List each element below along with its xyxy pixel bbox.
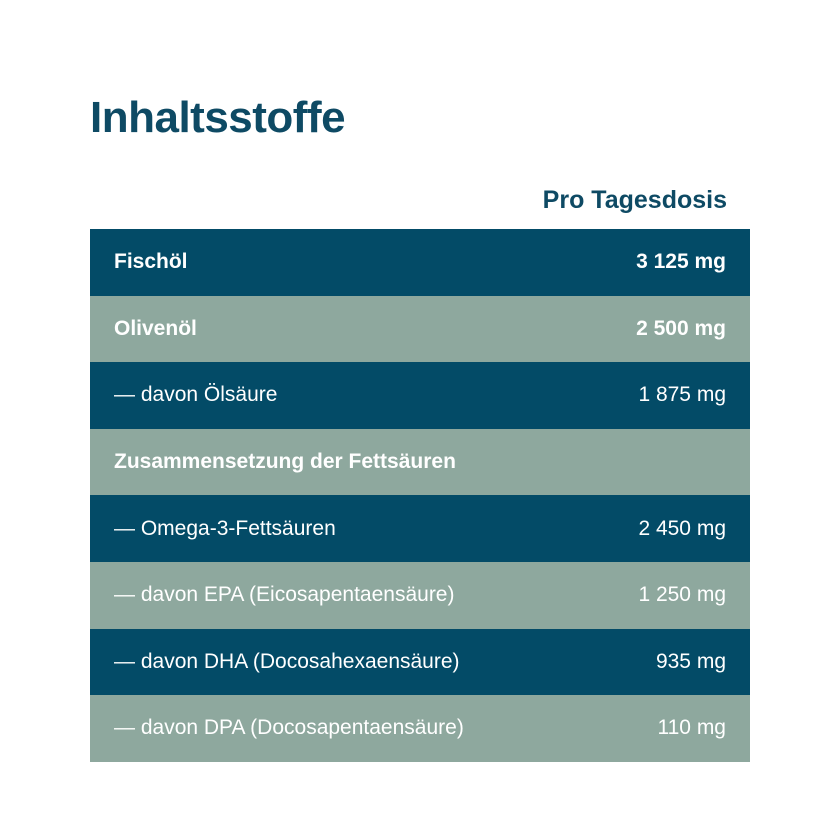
row-value: 1 250 mg	[638, 583, 726, 607]
ingredients-table: Fischöl 3 125 mg Olivenöl 2 500 mg — dav…	[90, 229, 750, 762]
table-row-dha: — davon DHA (Docosahexaensäure) 935 mg	[90, 628, 750, 696]
table-row-olivenoel: Olivenöl 2 500 mg	[90, 295, 750, 363]
row-label: — Omega-3-Fettsäuren	[114, 516, 336, 540]
table-row-fettsaeuren-section: Zusammensetzung der Fettsäuren	[90, 428, 750, 496]
row-label: — davon Ölsäure	[114, 383, 278, 407]
row-value: 1 875 mg	[638, 383, 726, 407]
table-row-epa: — davon EPA (Eicosapentaensäure) 1 250 m…	[90, 561, 750, 629]
row-value: 110 mg	[657, 716, 727, 740]
row-label: Olivenöl	[114, 316, 197, 340]
row-value: 935 mg	[655, 649, 726, 673]
table-row-dpa: — davon DPA (Docosapentaensäure) 110 mg	[90, 695, 750, 762]
row-label: — davon DPA (Docosapentaensäure)	[114, 716, 464, 740]
column-header-per-daily-dose: Pro Tagesdosis	[542, 186, 727, 214]
row-value: 2 450 mg	[638, 516, 726, 540]
page-title: Inhaltsstoffe	[90, 93, 346, 142]
row-label: — davon DHA (Docosahexaensäure)	[114, 649, 460, 673]
row-label: Fischöl	[114, 250, 188, 274]
row-label: Zusammensetzung der Fettsäuren	[114, 450, 456, 474]
row-label: — davon EPA (Eicosapentaensäure)	[114, 583, 455, 607]
table-row-oelsaeure: — davon Ölsäure 1 875 mg	[90, 362, 750, 429]
table-row-omega-3: — Omega-3-Fettsäuren 2 450 mg	[90, 495, 750, 562]
row-value: 3 125 mg	[636, 250, 726, 274]
table-row-fischoel: Fischöl 3 125 mg	[90, 229, 750, 296]
row-value: 2 500 mg	[636, 316, 726, 340]
